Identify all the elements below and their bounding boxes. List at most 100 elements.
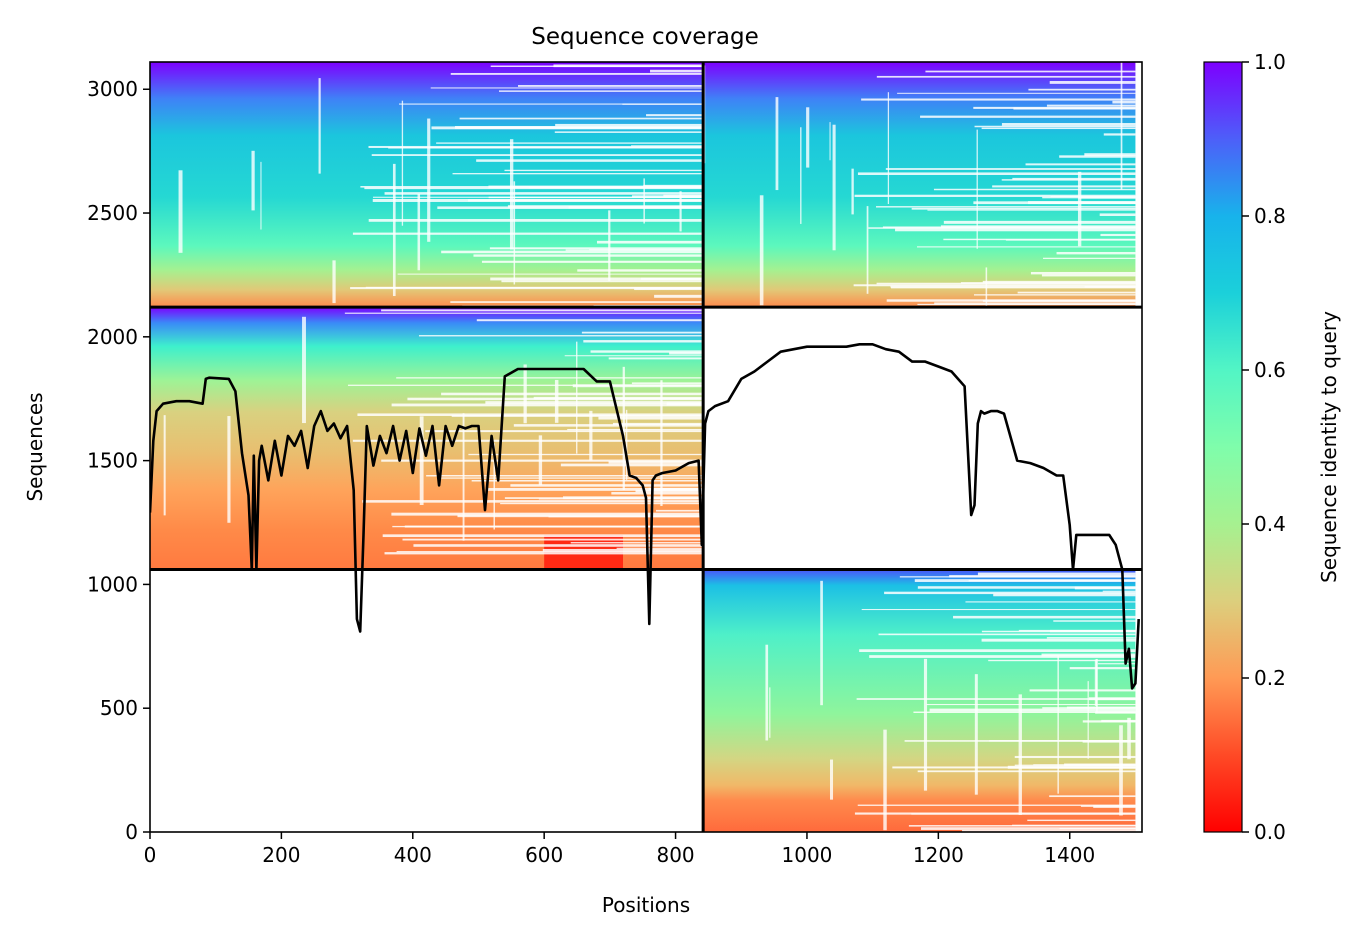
- gap-streak: [1005, 239, 1136, 241]
- gap-streak: [914, 579, 1136, 582]
- gap-streak: [344, 312, 702, 314]
- gap-streak: [476, 319, 702, 322]
- gap-streak: [404, 525, 702, 528]
- gap-streak: [917, 770, 1136, 773]
- gap-streak: [504, 169, 702, 172]
- x-tick-label: 1200: [913, 843, 964, 867]
- gap-streak: [1046, 637, 1136, 639]
- gap-streak: [1096, 658, 1098, 714]
- gap-streak: [1028, 88, 1136, 91]
- x-tick-label: 0: [144, 843, 157, 867]
- gap-streak: [608, 357, 702, 360]
- gap-streak: [441, 392, 702, 396]
- gap-streak: [911, 813, 1136, 815]
- coverage-heatmap: [150, 62, 1136, 832]
- gap-streak: [392, 163, 396, 297]
- gap-streak: [1059, 155, 1136, 158]
- gap-streak: [450, 301, 702, 303]
- colorbar-tick-label: 1.0: [1254, 50, 1286, 74]
- gap-streak: [622, 103, 702, 105]
- gap-streak: [981, 127, 1136, 130]
- gap-streak: [829, 759, 834, 800]
- gap-streak: [884, 591, 1136, 595]
- gap-streak: [857, 804, 1136, 806]
- y-tick-label: 1000: [87, 572, 138, 596]
- gap-streak: [384, 192, 702, 195]
- gap-streak: [368, 145, 702, 148]
- gap-streak: [1050, 195, 1136, 198]
- gap-streak: [576, 341, 578, 454]
- gap-streak: [1053, 620, 1136, 622]
- gap-streak: [468, 453, 702, 456]
- gap-streak: [965, 601, 1136, 603]
- gap-streak: [917, 246, 1136, 248]
- gap-streak: [622, 366, 625, 491]
- gap-streak: [1093, 805, 1136, 808]
- gap-streak: [501, 280, 702, 283]
- gap-streak: [876, 206, 1136, 208]
- gap-streak: [663, 194, 702, 198]
- gap-streak: [962, 829, 1136, 832]
- colorbar-tick-label: 0.2: [1254, 666, 1286, 690]
- colorbar-tick-label: 0.8: [1254, 204, 1286, 228]
- gap-streak: [1077, 171, 1082, 247]
- gap-streak: [227, 416, 231, 523]
- gap-streak: [459, 117, 702, 120]
- gap-streak: [596, 240, 702, 244]
- gap-streak: [598, 416, 702, 420]
- gap-streak: [1094, 659, 1098, 706]
- gap-streak: [829, 122, 831, 161]
- gap-streak: [418, 335, 702, 337]
- gap-streak: [876, 75, 1136, 78]
- gap-streak: [981, 638, 1136, 642]
- gap-streak: [982, 300, 1136, 302]
- gap-streak: [402, 538, 702, 541]
- gap-streak: [555, 123, 702, 127]
- gap-streak: [498, 90, 702, 92]
- gap-streak: [1017, 291, 1136, 294]
- gap-streak: [806, 107, 810, 168]
- gap-streak: [523, 364, 527, 424]
- gap-streak: [883, 729, 887, 831]
- gap-streak: [1101, 719, 1136, 723]
- gap-streak: [917, 303, 1136, 306]
- gap-streak: [655, 509, 702, 512]
- gap-streak: [974, 125, 1136, 128]
- gap-streak: [562, 496, 702, 500]
- gap-streak: [318, 78, 321, 174]
- gap-streak: [441, 250, 702, 254]
- gap-streak: [612, 422, 702, 426]
- gap-streak: [895, 228, 1136, 232]
- gap-streak: [973, 294, 1136, 296]
- gap-streak: [1007, 765, 1136, 769]
- gap-streak: [391, 403, 702, 407]
- gap-streak: [440, 477, 702, 479]
- block-bottom-right: [701, 569, 1136, 832]
- gap-streak: [398, 103, 702, 105]
- gap-streak: [357, 413, 702, 416]
- gap-streak: [923, 658, 928, 791]
- gap-streak: [518, 85, 702, 87]
- gap-streak: [513, 181, 516, 285]
- gap-streak: [476, 159, 702, 162]
- gap-streak: [507, 205, 702, 208]
- gap-streak: [631, 145, 702, 147]
- gap-streak: [982, 280, 1136, 283]
- gap-streak: [1097, 663, 1136, 665]
- gap-streak: [891, 287, 1136, 289]
- gap-streak: [590, 350, 702, 353]
- gap-streak: [371, 154, 702, 156]
- gap-streak: [977, 572, 1136, 576]
- gap-streak: [163, 415, 166, 516]
- gap-streak: [493, 443, 495, 530]
- gap-streaks: [163, 62, 1136, 832]
- x-axis-label: Positions: [602, 893, 690, 917]
- gap-streak: [1025, 163, 1136, 166]
- gap-streak: [364, 187, 702, 190]
- gap-streak: [976, 129, 978, 249]
- gap-streak: [933, 188, 1136, 191]
- gap-streak: [1064, 763, 1136, 766]
- gap-streak: [861, 609, 1136, 611]
- gap-streak: [853, 284, 1136, 287]
- gap-streak: [471, 480, 702, 482]
